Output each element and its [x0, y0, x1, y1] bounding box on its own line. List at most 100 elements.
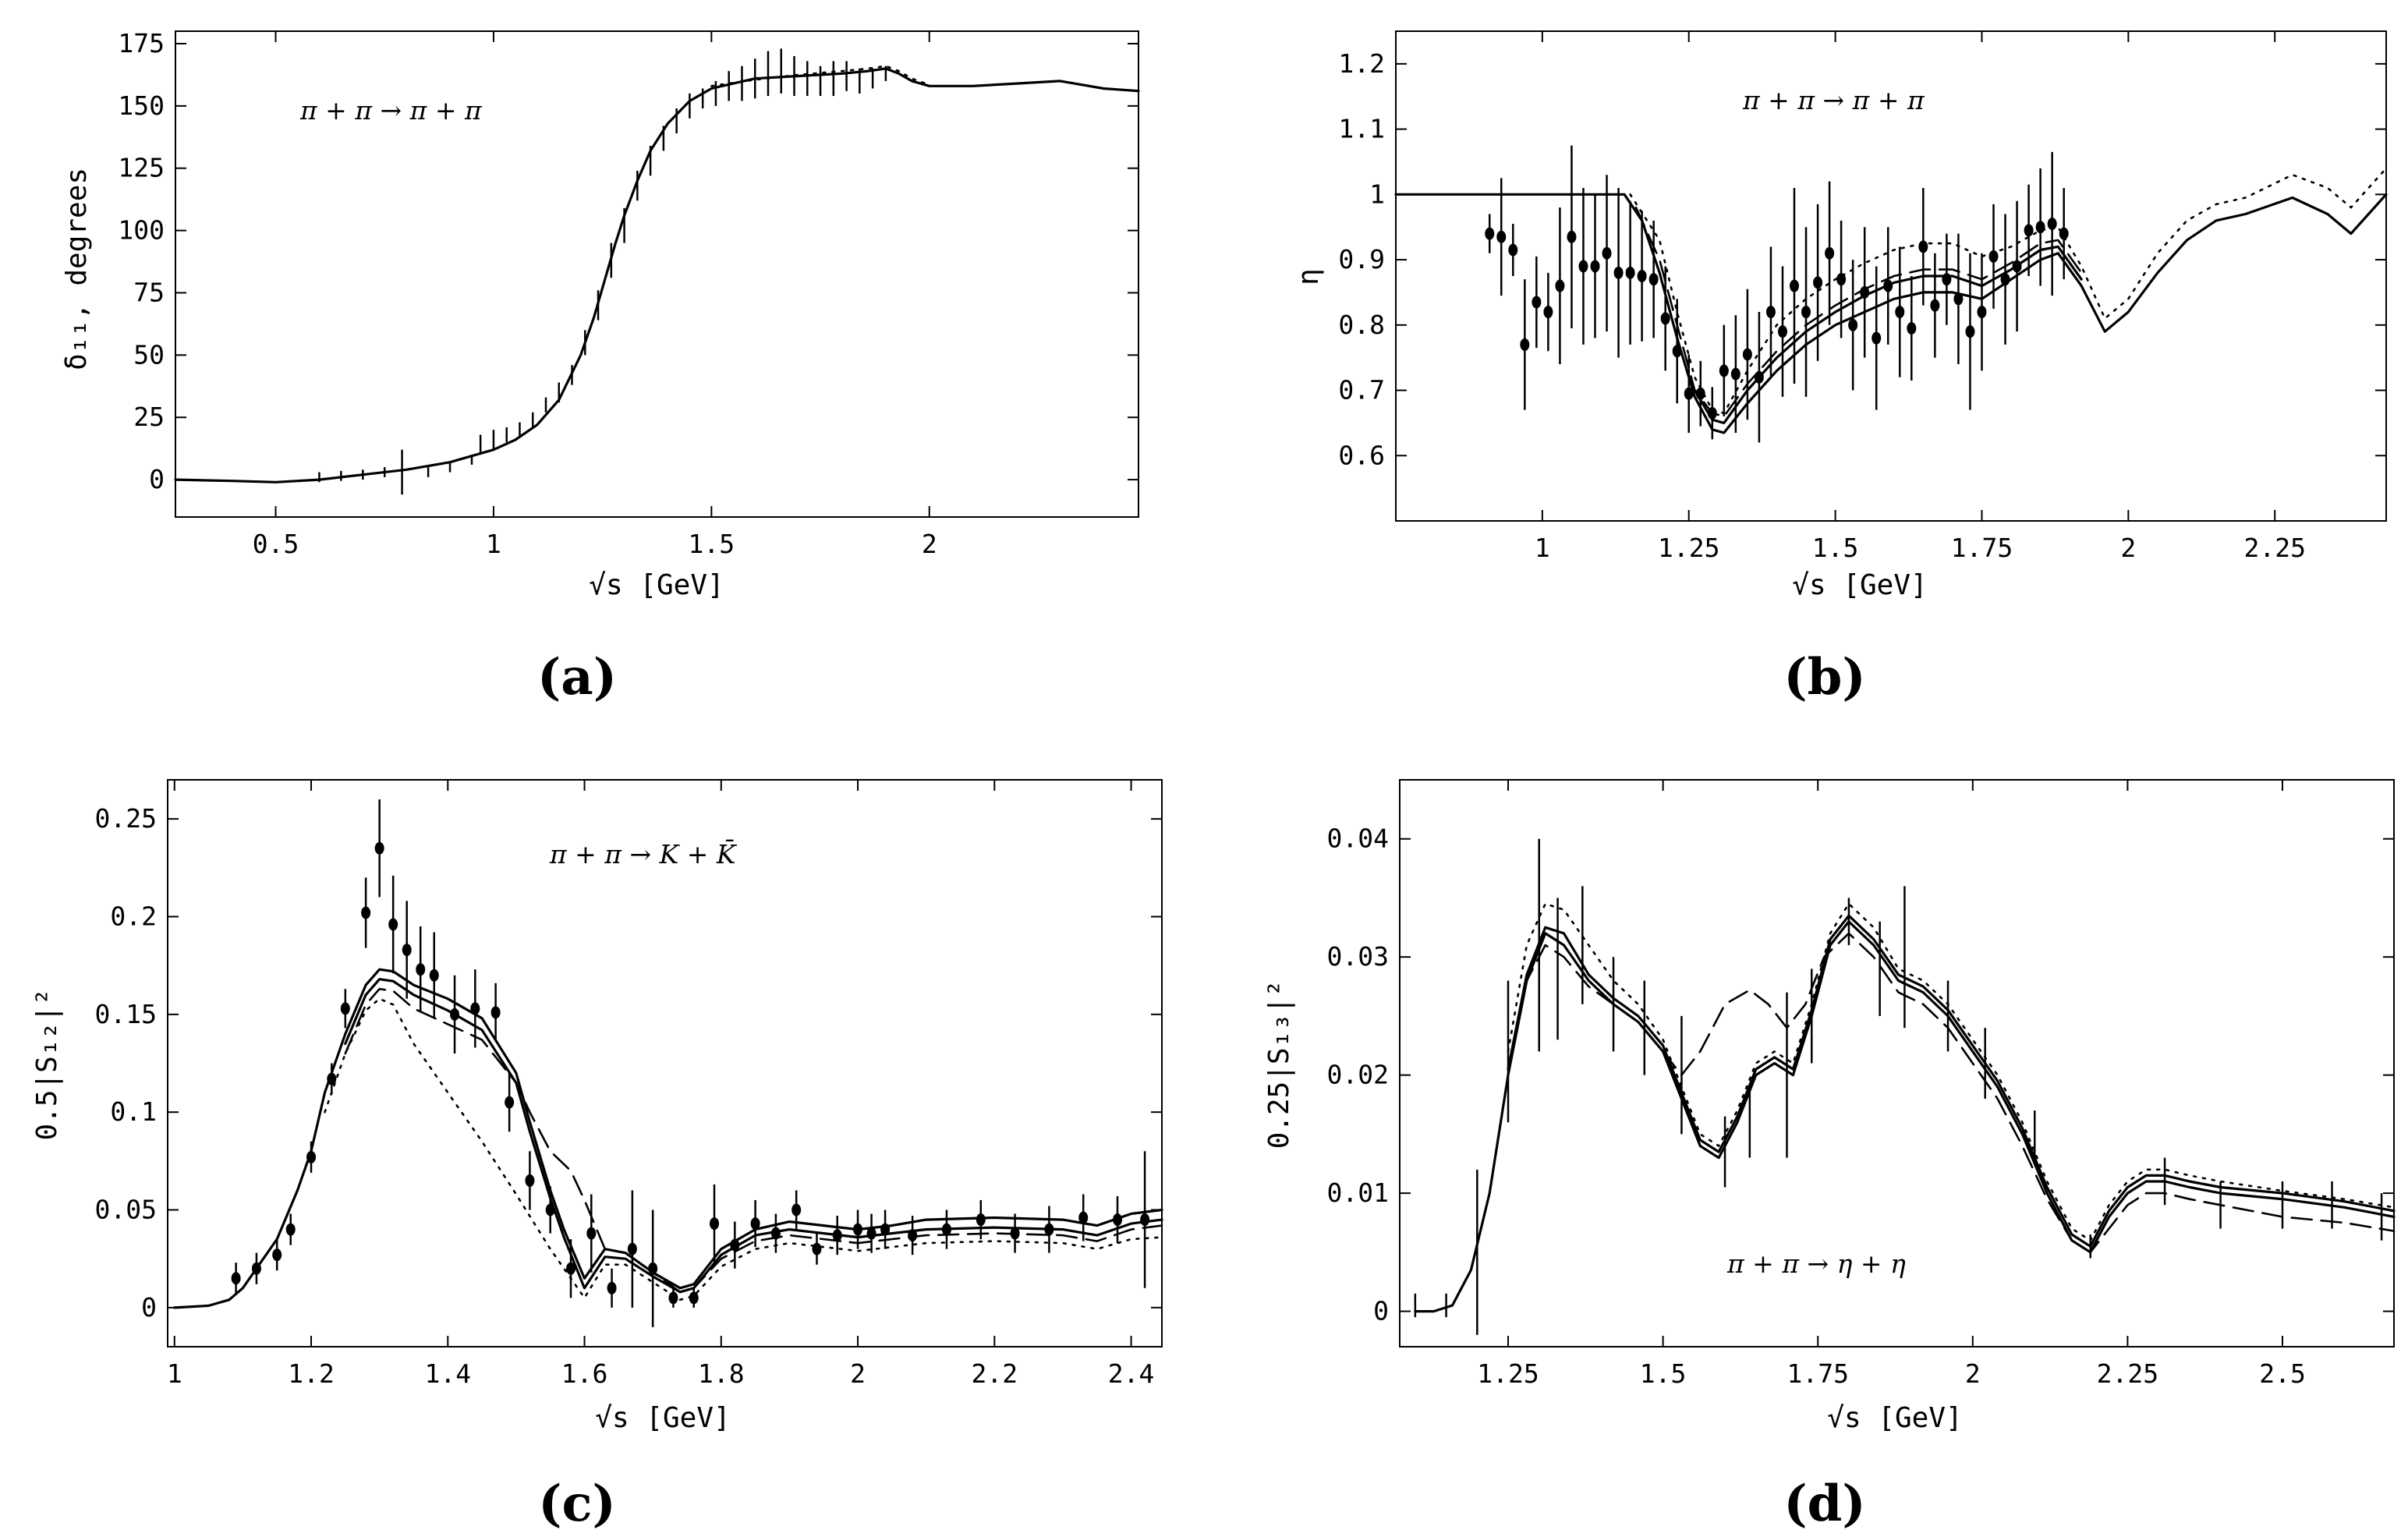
y-tick-label-b: 1.1	[1338, 114, 1385, 144]
data-point-c	[1078, 1211, 1089, 1224]
x-tick-label-d: 1.5	[1640, 1358, 1687, 1389]
x-tick-label-a: 0.5	[253, 529, 299, 559]
x-tick-label-c: 2.2	[972, 1358, 1018, 1389]
y-tick-label-a: 0	[149, 464, 165, 494]
data-point-b	[1930, 299, 1940, 312]
y-tick-label-b: 1.2	[1338, 48, 1385, 79]
data-point-c	[750, 1217, 760, 1231]
y-tick-label-a: 75	[133, 277, 165, 307]
plot-area-c: 1 1.2 1.4 1.6 1.8 2 2.2 2.4 0 0.05 0.1 0.15 0.2 0.25	[95, 780, 1163, 1389]
y-tick-label-c: 0.15	[95, 999, 157, 1029]
y-axis-label-d: 0.25|S₁₃|²	[1263, 980, 1295, 1149]
y-tick-label-c: 0.25	[95, 803, 157, 834]
data-point-b	[2047, 218, 2057, 231]
data-point-c	[812, 1242, 822, 1255]
data-point-c	[1140, 1213, 1150, 1227]
y-axis-label-a: δ₁₁, degrees	[61, 168, 93, 370]
y-tick-label-d: 0.01	[1327, 1178, 1389, 1208]
reaction-annotation-a: π + π → π + π	[299, 95, 483, 126]
y-tick-label-a: 125	[118, 153, 165, 183]
y-axis-label-c: 0.5|S₁₂|²	[31, 988, 63, 1140]
y-tick-label-a: 100	[118, 215, 165, 246]
data-point-b	[1613, 266, 1624, 279]
x-tick-label-c: 1.2	[288, 1358, 335, 1389]
data-point-c	[689, 1291, 699, 1305]
x-tick-label-d: 2	[1965, 1358, 1981, 1389]
panel-d: 1.25 1.5 1.75 2 2.25 2.5 0 0.01 0.02 0.03 0.04 π +…	[1263, 779, 2396, 1533]
x-tick-label-c: 2	[850, 1358, 866, 1389]
panel-b: 1 1.25 1.5 1.75 2 2.25 0.6 0.7 0.8 0.9 1 1.1 1.2 π +…	[1293, 30, 2388, 707]
y-tick-label-c: 0.2	[110, 901, 157, 931]
data-point-c	[231, 1272, 241, 1285]
data-point-c	[505, 1096, 515, 1109]
x-tick-label-d: 2.25	[2097, 1358, 2158, 1389]
data-point-c	[272, 1248, 282, 1262]
data-point-b	[2059, 227, 2069, 240]
data-point-b	[1625, 266, 1635, 279]
data-point-b	[1555, 279, 1565, 292]
x-tick-label-c: 1.4	[424, 1358, 471, 1389]
data-point-b	[1777, 325, 1787, 338]
x-axis-label-a: √s [GeV]	[589, 569, 724, 601]
data-point-b	[1730, 367, 1740, 381]
data-point-b	[1953, 292, 1964, 306]
data-point-b	[1825, 246, 1835, 260]
plot-frame-d	[1399, 779, 2395, 1348]
data-point-c	[586, 1227, 597, 1240]
x-tick-label-a: 2	[922, 529, 937, 559]
plot-frame-c	[167, 779, 1163, 1348]
x-axis-label-b: √s [GeV]	[1792, 569, 1927, 601]
data-point-b	[1648, 273, 1659, 286]
data-point-b	[1965, 325, 1975, 338]
series-line-dashed-d	[1507, 932, 2396, 1254]
y-tick-label-c: 0.1	[110, 1096, 157, 1127]
plot-area-b: 1 1.25 1.5 1.75 2 2.25 0.6 0.7 0.8 0.9 1 1.1 1.2	[1338, 31, 2388, 563]
y-tick-label-b: 0.7	[1338, 375, 1385, 405]
data-point-b	[1872, 331, 1882, 345]
y-tick-label-b: 1	[1369, 179, 1385, 209]
x-tick-label-b: 1.5	[1812, 533, 1859, 563]
data-point-b	[1895, 306, 1905, 319]
series-line-solid-c	[344, 978, 1163, 1294]
plot-area-d: 1.25 1.5 1.75 2 2.25 2.5 0 0.01 0.02 0.03 0.04	[1327, 780, 2396, 1389]
data-point-c	[710, 1217, 720, 1231]
data-point-b	[1485, 227, 1495, 240]
series-line-dashed-b	[1634, 206, 2083, 418]
data-point-b	[1660, 312, 1670, 325]
data-point-c	[490, 1006, 501, 1019]
y-tick-label-b: 0.6	[1338, 440, 1385, 470]
y-tick-label-a: 50	[133, 339, 165, 370]
y-tick-label-d: 0	[1373, 1296, 1389, 1326]
data-point-b	[1496, 230, 1507, 243]
data-point-b	[1765, 306, 1776, 319]
data-point-c	[976, 1213, 986, 1227]
x-tick-label-b: 2	[2120, 533, 2136, 563]
panel-label-c: (c)	[538, 1475, 616, 1533]
y-tick-label-d: 0.03	[1327, 941, 1389, 972]
reaction-annotation-c: π + π → K + K̄	[549, 838, 738, 869]
data-point-c	[416, 963, 426, 976]
data-point-b	[1813, 276, 1823, 289]
x-tick-label-a: 1	[486, 529, 501, 559]
data-point-c	[607, 1281, 617, 1294]
data-point-b	[1848, 318, 1858, 331]
panel-label-a: (a)	[537, 648, 617, 707]
series-line-dotted-c	[324, 997, 1163, 1301]
data-point-c	[429, 969, 439, 982]
x-tick-label-c: 2.4	[1108, 1358, 1155, 1389]
series-line-dotted-a	[710, 65, 931, 87]
y-tick-label-a: 175	[118, 28, 165, 58]
x-tick-label-b: 1.75	[1951, 533, 2013, 563]
data-point-b	[1602, 246, 1612, 260]
series-line-dashed-c	[344, 987, 1163, 1294]
reaction-annotation-b: π + π → π + π	[1742, 85, 1925, 115]
series-line-solid-b	[1693, 245, 2083, 424]
series-line-solid-d	[1507, 914, 2396, 1248]
data-point-c	[402, 944, 412, 957]
y-tick-label-c: 0.05	[95, 1195, 157, 1225]
y-tick-label-d: 0.04	[1327, 823, 1389, 854]
x-tick-label-c: 1.8	[698, 1358, 745, 1389]
data-point-c	[374, 841, 384, 855]
plot-area-a: 0.5 1 1.5 2 0 25 50 75 100 125 150 175	[118, 28, 1140, 559]
